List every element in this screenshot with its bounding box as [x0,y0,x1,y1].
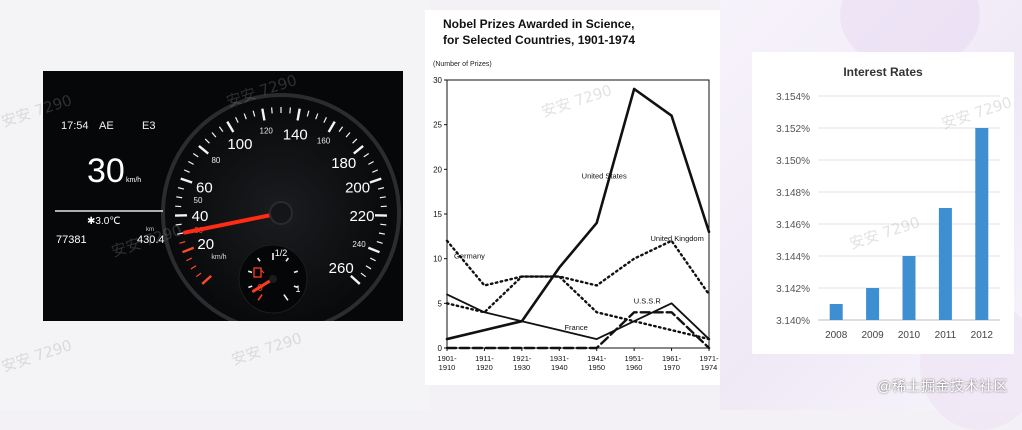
x-tick-label: 2010 [898,330,921,341]
fuel-label-half: 1/2 [275,248,288,258]
y-tick-label: 3.142% [776,284,810,295]
x-tick-label: 1951-1960 [625,354,645,372]
y-tick-label: 15 [433,210,442,219]
y-tick-label: 20 [433,165,442,174]
bar [866,288,879,320]
speed-minor-label: 120 [260,126,274,135]
x-tick-label: 2012 [971,330,994,341]
bar [939,208,952,320]
trip-unit: km [146,227,154,233]
series-line-united-kingdom [447,241,709,312]
interest-rates-chart: Interest Rates 3.140% 3.142% 3.144% 3.146% 3… [752,52,1014,354]
y-tick-label: 10 [433,255,442,264]
x-tick-label: 1931-1940 [550,354,570,372]
speed-label: 260 [329,260,354,277]
dashboard-svg: 204060100140180200220260305080120160240 … [43,71,403,321]
rates-chart-svg: Interest Rates 3.140% 3.142% 3.144% 3.146% 3… [752,52,1014,354]
nobel-chart-svg: Nobel Prizes Awarded in Science, for Sel… [425,10,720,385]
clock-time: 17:54 [61,120,89,132]
y-tick-label: 5 [438,299,443,308]
fuel-unit-label: km/h [211,254,226,261]
speed-tick [290,107,291,113]
speed-unit: km/h [126,177,141,184]
speed-label: 200 [345,180,370,197]
y-tick-label: 0 [438,344,443,353]
y-tick-label: 3.154% [776,92,810,103]
speed-label: 60 [196,180,213,197]
speed-tick [380,224,386,225]
speed-tick [272,107,273,113]
y-axis-label: (Number of Prizes) [433,61,492,68]
speedometer-dashboard: 204060100140180200220260305080120160240 … [43,71,403,321]
x-tick-label: 1911-1920 [475,354,494,372]
speed-minor-label: 240 [352,240,366,249]
x-tick-label: 1901-1910 [437,354,457,372]
drive-mode: AE [99,120,114,132]
needle-hub [270,202,292,224]
x-tick-label: 1961-1970 [662,354,682,372]
speed-digital: 30 [87,152,125,190]
chart-title: Interest Rates [843,65,923,79]
y-tick-label: 3.148% [776,188,810,199]
speed-label: 40 [192,208,209,225]
y-tick-label: 3.144% [776,252,810,263]
gear-indicator: E3 [142,120,155,132]
odometer-value: 77381 [56,234,87,246]
x-tick-label: 2008 [825,330,848,341]
y-tick-label: 3.140% [776,316,810,327]
fuel-label-full: 1 [295,284,300,294]
series-label: United Kingdom [650,234,703,243]
y-tick-label: 25 [433,121,442,130]
speed-label: 100 [227,136,252,153]
x-tick-label: 2009 [861,330,884,341]
site-credit: @稀土掘金技术社区 [877,376,1008,396]
x-tick-label: 1941-1950 [587,354,607,372]
bar [975,128,988,320]
trip-value: 430.4 [137,234,165,246]
y-tick-label: 3.152% [776,124,810,135]
outside-temperature: ✱3.0℃ [87,216,121,227]
series-label: U.S.S.R [634,296,662,305]
series-label: Germany [454,252,485,261]
series-line-united-states [447,89,709,339]
speed-tick [176,224,182,225]
y-tick-label: 3.150% [776,156,810,167]
speed-label: 220 [349,208,374,225]
x-tick-label: 2011 [935,330,957,341]
speed-minor-label: 50 [194,196,203,205]
speed-label: 180 [331,155,356,172]
y-tick-label: 30 [433,76,442,85]
x-tick-label: 1971-1974 [699,354,719,372]
speed-label: 20 [197,236,214,253]
plot-frame [447,80,709,348]
y-tick-label: 3.146% [776,220,810,231]
bar [830,304,843,320]
chart-title-line-1: Nobel Prizes Awarded in Science, [443,17,634,31]
series-line-france [447,294,709,339]
bar [903,256,916,320]
chart-title-line-2: for Selected Countries, 1901-1974 [443,33,635,47]
series-label: France [564,323,587,332]
nobel-prize-chart: Nobel Prizes Awarded in Science, for Sel… [425,10,720,385]
speed-minor-label: 80 [211,156,220,165]
x-tick-label: 1921-1930 [512,354,532,372]
series-label: United States [582,171,627,180]
speed-label: 140 [283,126,308,143]
speed-minor-label: 160 [317,137,331,146]
